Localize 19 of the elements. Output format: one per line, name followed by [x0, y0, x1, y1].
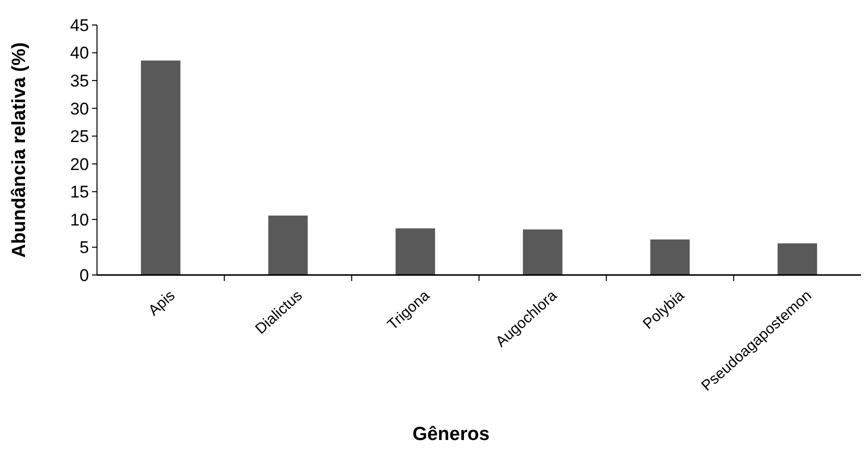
y-axis-title: Abundância relativa (%)	[9, 42, 30, 258]
y-tick-label: 15	[70, 182, 89, 202]
y-tick-label: 0	[80, 266, 89, 285]
x-tick-label: Apis	[145, 287, 178, 320]
x-axis-title: Gêneros	[412, 424, 490, 445]
bar	[268, 216, 308, 275]
y-tick-label: 30	[70, 99, 89, 118]
bar	[396, 228, 436, 275]
y-tick-label: 25	[70, 127, 89, 146]
bar	[140, 60, 180, 275]
bar	[778, 243, 818, 275]
y-tick-label: 20	[70, 154, 89, 174]
y-tick-label: 35	[70, 72, 89, 91]
y-tick-label: 5	[80, 238, 89, 258]
y-tick-label: 10	[70, 210, 89, 230]
y-tick-label: 40	[70, 44, 89, 63]
y-tick-label: 45	[70, 16, 89, 35]
bar	[522, 229, 562, 275]
bar	[650, 239, 690, 275]
